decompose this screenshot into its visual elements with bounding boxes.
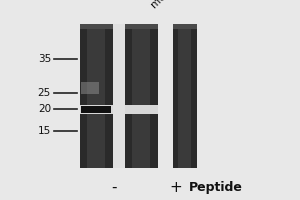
Text: 35: 35: [38, 54, 51, 64]
Bar: [172, 24, 178, 168]
Bar: [124, 24, 158, 29]
Bar: [80, 24, 112, 168]
Bar: [172, 24, 197, 29]
Bar: [81, 106, 111, 113]
Text: Peptide: Peptide: [189, 180, 243, 194]
Text: +: +: [169, 180, 182, 194]
Text: 15: 15: [38, 126, 51, 136]
Text: 25: 25: [38, 88, 51, 98]
Bar: [105, 24, 112, 168]
Bar: [112, 24, 124, 168]
Text: 20: 20: [38, 104, 51, 114]
Bar: [160, 24, 169, 168]
Text: mouse brain: mouse brain: [149, 0, 202, 10]
Bar: [191, 24, 196, 168]
Bar: [124, 24, 158, 168]
Bar: [81, 82, 99, 94]
Bar: [78, 24, 159, 168]
Bar: [80, 24, 112, 29]
Bar: [124, 104, 158, 114]
Bar: [124, 24, 132, 168]
Bar: [172, 24, 197, 168]
Bar: [150, 24, 158, 168]
Bar: [80, 24, 87, 168]
Bar: [80, 104, 112, 114]
Text: -: -: [111, 180, 117, 194]
